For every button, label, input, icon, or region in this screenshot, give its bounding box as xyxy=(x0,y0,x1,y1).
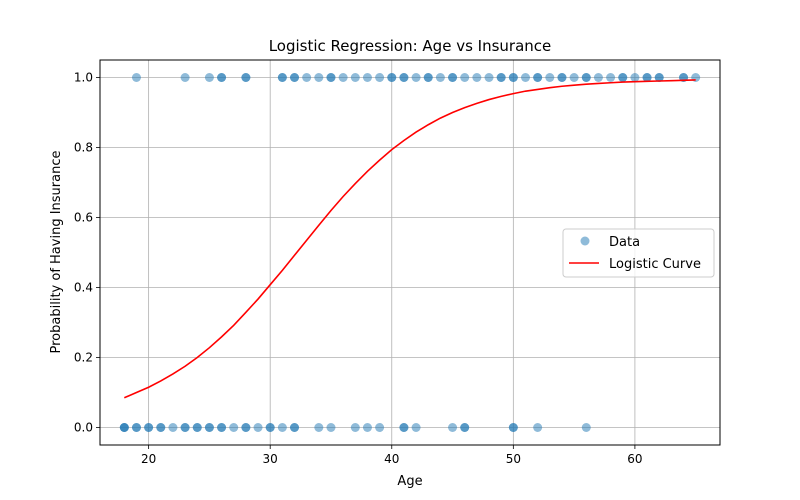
data-point xyxy=(508,73,518,82)
data-point xyxy=(399,423,409,432)
data-point xyxy=(569,73,579,82)
data-point xyxy=(362,423,372,432)
data-point xyxy=(533,73,543,82)
data-point xyxy=(508,423,518,432)
data-point xyxy=(302,73,312,82)
data-point xyxy=(460,73,470,82)
data-point xyxy=(204,73,214,82)
data-point xyxy=(520,73,530,82)
legend-data-label: Data xyxy=(609,235,640,250)
y-axis-label: Probability of Having Insurance xyxy=(49,151,64,354)
data-point xyxy=(277,423,287,432)
data-point xyxy=(192,423,202,432)
axes-frame xyxy=(99,59,721,446)
logistic-curve-line xyxy=(123,79,696,399)
data-point xyxy=(314,73,324,82)
y-tick-label: 0.6 xyxy=(74,211,93,225)
data-point xyxy=(338,73,348,82)
data-point xyxy=(265,423,275,432)
plot-area xyxy=(119,73,701,432)
x-tick-label: 60 xyxy=(627,452,642,466)
data-point xyxy=(314,423,324,432)
data-point xyxy=(557,73,567,82)
data-point xyxy=(119,423,129,432)
legend-box xyxy=(562,228,715,278)
data-point xyxy=(144,423,154,432)
y-tick-label: 0.8 xyxy=(74,141,93,155)
data-point xyxy=(448,73,458,82)
data-point xyxy=(618,73,628,82)
data-point xyxy=(180,423,190,432)
data-point xyxy=(411,73,421,82)
x-tick-label: 40 xyxy=(384,452,399,466)
data-point xyxy=(387,73,397,82)
data-point xyxy=(156,423,166,432)
data-point xyxy=(217,73,227,82)
data-point xyxy=(253,423,263,432)
data-point xyxy=(326,423,336,432)
data-point xyxy=(472,73,482,82)
data-point xyxy=(350,423,360,432)
legend-data-marker xyxy=(580,236,590,246)
data-point xyxy=(606,73,616,82)
data-point xyxy=(290,73,300,82)
y-tick-label: 0.4 xyxy=(74,281,93,295)
data-point xyxy=(460,423,470,432)
y-tick-label: 0.0 xyxy=(74,421,93,435)
data-point xyxy=(241,73,251,82)
data-point xyxy=(168,423,178,432)
data-point xyxy=(277,73,287,82)
y-tick-label: 1.0 xyxy=(74,71,93,85)
data-point xyxy=(496,73,506,82)
data-point xyxy=(545,73,555,82)
data-point xyxy=(131,423,141,432)
data-point xyxy=(375,423,385,432)
x-tick-label: 20 xyxy=(141,452,156,466)
x-tick-label: 30 xyxy=(263,452,278,466)
data-point xyxy=(630,73,640,82)
data-point xyxy=(593,73,603,82)
chart-title: Logistic Regression: Age vs Insurance xyxy=(269,37,552,55)
data-point xyxy=(290,423,300,432)
data-point xyxy=(642,73,652,82)
data-point xyxy=(350,73,360,82)
data-point xyxy=(581,73,591,82)
axis-ticks: 20 30 40 50 60 0.0 0.2 0.4 0.6 0.8 1.0 xyxy=(74,71,643,467)
legend: Data Logistic Curve xyxy=(562,228,715,278)
data-point xyxy=(399,73,409,82)
data-point xyxy=(204,423,214,432)
data-point xyxy=(326,73,336,82)
data-point xyxy=(411,423,421,432)
data-point xyxy=(217,423,227,432)
data-point xyxy=(484,73,494,82)
data-point xyxy=(581,423,591,432)
data-point xyxy=(435,73,445,82)
data-point xyxy=(131,73,141,82)
data-point xyxy=(448,423,458,432)
data-point xyxy=(423,73,433,82)
data-point xyxy=(241,423,251,432)
data-point xyxy=(654,73,664,82)
y-tick-label: 0.2 xyxy=(74,351,93,365)
data-point xyxy=(533,423,543,432)
data-point xyxy=(375,73,385,82)
data-point xyxy=(180,73,190,82)
data-point xyxy=(362,73,372,82)
legend-curve-label: Logistic Curve xyxy=(609,257,701,272)
data-point xyxy=(229,423,239,432)
x-axis-label: Age xyxy=(397,474,422,489)
x-tick-label: 50 xyxy=(506,452,521,466)
grid-lines xyxy=(100,60,720,445)
